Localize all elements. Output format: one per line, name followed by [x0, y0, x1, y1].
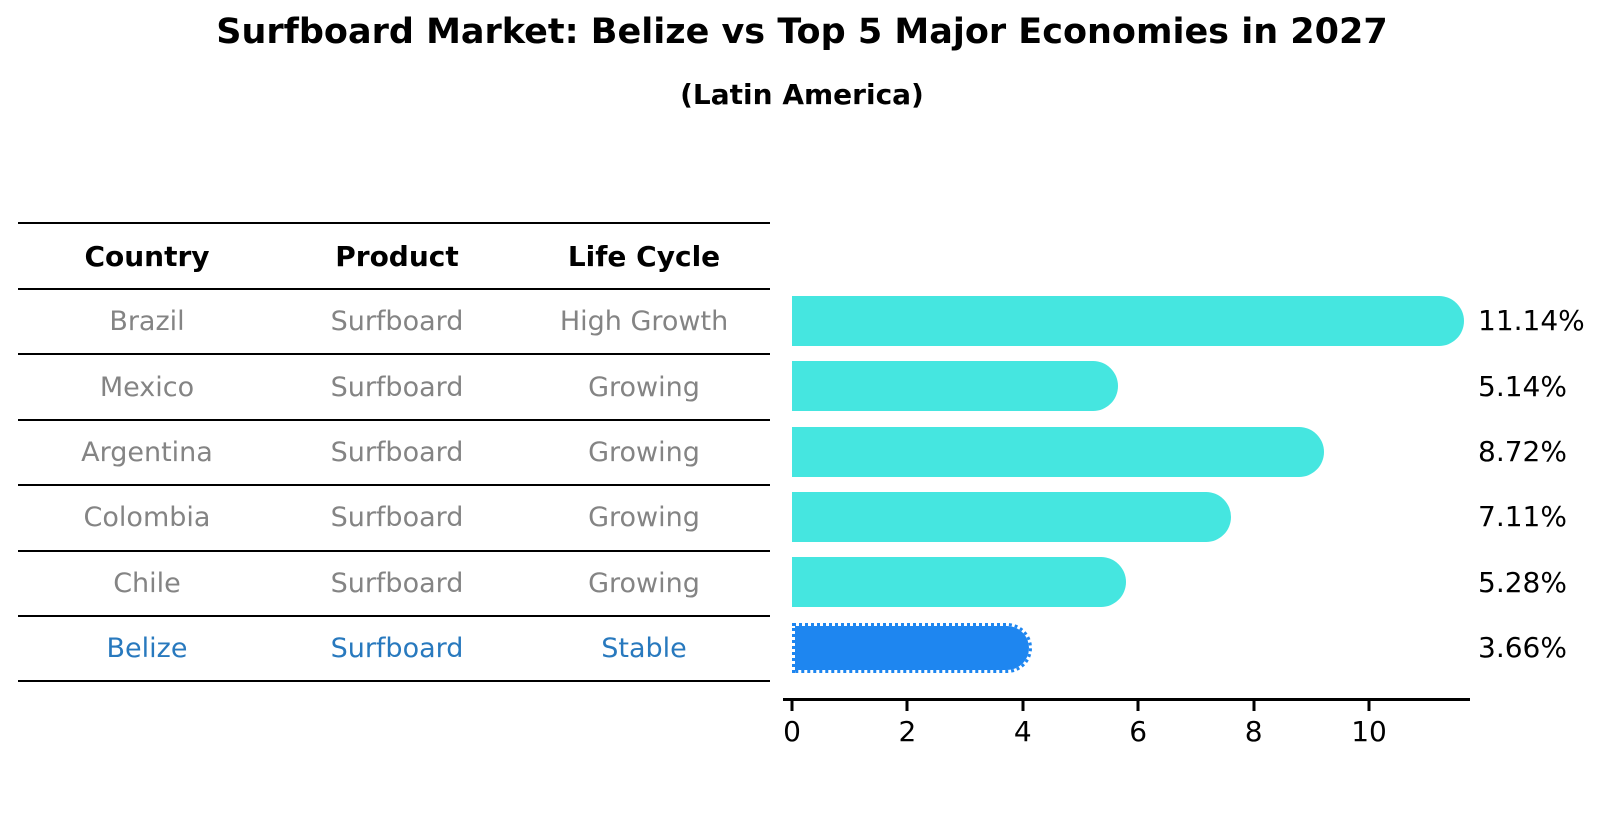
cell-product: Surfboard	[330, 306, 464, 338]
cell-country: Belize	[106, 633, 188, 665]
value-label: 7.11%	[1478, 500, 1567, 534]
cell-product: Surfboard	[330, 567, 464, 599]
column-header-country: Country	[84, 239, 210, 273]
data-table: Country Product Life Cycle Brazil Surfbo…	[18, 222, 770, 683]
bar-brazil	[792, 295, 1464, 346]
bar-chart-plot: 0 2 4 6 8 10	[783, 222, 1470, 782]
x-axis-tick-label: 8	[1244, 715, 1263, 748]
x-axis-tick-mark	[1021, 701, 1025, 711]
table-row: Mexico Surfboard Growing	[18, 355, 770, 421]
bar-argentina	[792, 426, 1325, 477]
value-label: 11.14%	[1478, 304, 1585, 338]
cell-life-cycle: Stable	[601, 633, 687, 665]
table-header-row: Country Product Life Cycle	[18, 222, 770, 290]
value-label: 5.28%	[1478, 565, 1567, 599]
cell-product: Surfboard	[330, 436, 464, 468]
cell-product: Surfboard	[330, 502, 464, 534]
cell-life-cycle: Growing	[588, 371, 700, 403]
table-row: Colombia Surfboard Growing	[18, 486, 770, 552]
cell-life-cycle: Growing	[588, 567, 700, 599]
bar-mexico	[792, 361, 1118, 412]
bar-chile	[792, 557, 1126, 608]
x-axis-tick-label: 4	[1013, 715, 1032, 748]
table-row: Brazil Surfboard High Growth	[18, 290, 770, 356]
column-header-life-cycle: Life Cycle	[567, 239, 721, 273]
cell-country: Brazil	[109, 306, 185, 338]
x-axis-tick-mark	[790, 701, 794, 711]
x-axis-tick-mark	[905, 701, 909, 711]
value-label: 5.14%	[1478, 369, 1567, 403]
table-row: Chile Surfboard Growing	[18, 552, 770, 617]
x-axis-tick-label: 10	[1351, 715, 1387, 748]
page-subtitle: (Latin America)	[680, 78, 924, 111]
cell-product: Surfboard	[330, 371, 464, 403]
cell-country: Mexico	[99, 371, 195, 403]
bar-belize	[792, 622, 1033, 673]
column-header-product: Product	[335, 239, 459, 273]
x-axis-tick-label: 0	[783, 715, 801, 748]
x-axis-tick-mark	[1252, 701, 1256, 711]
cell-life-cycle: Growing	[588, 502, 700, 534]
x-axis-line	[783, 698, 1470, 701]
x-axis-tick-mark	[1367, 701, 1371, 711]
cell-country: Argentina	[81, 436, 213, 468]
value-label: 8.72%	[1478, 434, 1567, 468]
table-row: Argentina Surfboard Growing	[18, 421, 770, 487]
page-title: Surfboard Market: Belize vs Top 5 Major …	[216, 12, 1388, 52]
value-label: 3.66%	[1478, 631, 1567, 665]
bar-colombia	[792, 491, 1232, 542]
table-body: Brazil Surfboard High Growth Mexico Surf…	[18, 290, 770, 683]
cell-life-cycle: Growing	[588, 436, 700, 468]
x-axis-tick-label: 6	[1129, 715, 1148, 748]
cell-life-cycle: High Growth	[559, 306, 729, 338]
x-axis-tick-label: 2	[898, 715, 917, 748]
cell-country: Colombia	[83, 502, 211, 534]
x-axis-tick-mark	[1136, 701, 1140, 711]
bars-container	[792, 288, 1470, 681]
cell-country: Chile	[113, 567, 181, 599]
table-row: Belize Surfboard Stable	[18, 617, 770, 683]
cell-product: Surfboard	[330, 633, 464, 665]
